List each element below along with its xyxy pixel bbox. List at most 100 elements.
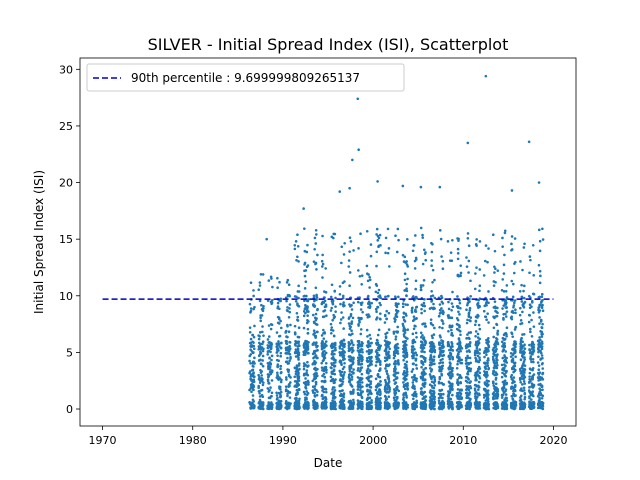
data-point — [331, 353, 335, 356]
data-point — [378, 406, 382, 410]
data-point — [376, 341, 380, 345]
data-point — [359, 332, 363, 336]
data-point — [288, 341, 292, 344]
data-point — [496, 333, 499, 336]
data-point — [429, 361, 432, 364]
data-point — [541, 303, 544, 307]
y-tick-label: 25 — [59, 120, 73, 133]
data-point — [492, 326, 496, 330]
data-point — [396, 359, 400, 362]
data-point — [270, 298, 274, 302]
data-point — [342, 339, 346, 342]
data-point — [352, 301, 355, 305]
data-point — [447, 300, 450, 304]
data-point — [414, 234, 417, 237]
data-point — [347, 322, 351, 325]
data-point — [394, 335, 398, 338]
data-point — [341, 382, 344, 386]
data-point — [324, 351, 328, 355]
data-point — [415, 295, 418, 299]
data-point — [504, 299, 508, 303]
data-point — [303, 342, 306, 345]
data-point — [322, 387, 325, 391]
data-point — [249, 361, 252, 365]
data-point — [487, 345, 491, 349]
data-point — [540, 332, 543, 336]
data-point — [313, 331, 316, 335]
data-point — [432, 359, 435, 363]
data-point — [356, 391, 360, 395]
data-point — [267, 365, 270, 369]
data-point — [324, 365, 328, 369]
data-point — [359, 385, 362, 389]
data-point — [296, 318, 299, 322]
data-point — [478, 371, 482, 375]
data-point — [248, 354, 252, 358]
data-point — [447, 406, 451, 409]
data-point — [485, 341, 488, 344]
data-point — [440, 405, 444, 409]
data-point — [375, 395, 379, 399]
data-point — [313, 385, 317, 388]
data-point — [404, 392, 408, 396]
data-point — [279, 297, 283, 301]
data-point — [314, 242, 318, 245]
data-point — [321, 315, 325, 319]
data-point — [368, 315, 371, 318]
data-point — [259, 319, 263, 323]
data-point — [269, 327, 273, 331]
data-point — [359, 368, 362, 372]
data-point — [487, 367, 490, 371]
data-point — [415, 401, 419, 405]
data-point — [512, 365, 515, 368]
data-point — [406, 328, 410, 331]
data-point — [365, 384, 369, 387]
data-point — [343, 371, 346, 374]
data-point — [261, 383, 265, 387]
data-point — [279, 354, 283, 358]
data-point — [375, 284, 379, 287]
data-point — [438, 389, 441, 392]
data-point — [451, 393, 454, 397]
data-point — [296, 255, 299, 259]
data-point — [519, 372, 523, 375]
data-point — [458, 373, 462, 377]
data-point — [296, 392, 299, 396]
data-point — [304, 350, 308, 354]
data-point — [404, 366, 408, 370]
data-point — [475, 385, 479, 388]
data-point — [393, 390, 397, 394]
data-point — [325, 401, 328, 404]
data-point — [528, 395, 531, 398]
data-point — [285, 342, 288, 345]
y-tick-label: 5 — [66, 346, 73, 359]
data-point — [540, 347, 544, 351]
data-point — [294, 400, 298, 403]
data-point — [285, 378, 288, 381]
data-point — [501, 245, 504, 248]
data-point — [401, 302, 405, 306]
data-point — [375, 227, 379, 231]
data-point — [377, 358, 381, 361]
data-point — [430, 334, 434, 338]
x-tick-label: 1990 — [269, 434, 297, 447]
data-point — [404, 336, 408, 339]
data-point — [302, 294, 306, 298]
data-point — [315, 296, 319, 299]
data-point — [266, 361, 270, 365]
data-point — [532, 274, 536, 277]
data-point — [464, 356, 468, 360]
data-point — [368, 358, 372, 361]
data-point — [347, 344, 351, 348]
data-point — [487, 247, 490, 250]
data-point — [401, 305, 405, 309]
data-point — [512, 305, 515, 309]
data-point — [370, 341, 373, 345]
data-point — [494, 309, 497, 313]
data-point — [312, 303, 315, 306]
data-point — [325, 368, 328, 372]
data-point — [287, 370, 290, 374]
data-point — [495, 361, 499, 365]
data-point — [519, 347, 522, 350]
data-point — [340, 245, 344, 249]
